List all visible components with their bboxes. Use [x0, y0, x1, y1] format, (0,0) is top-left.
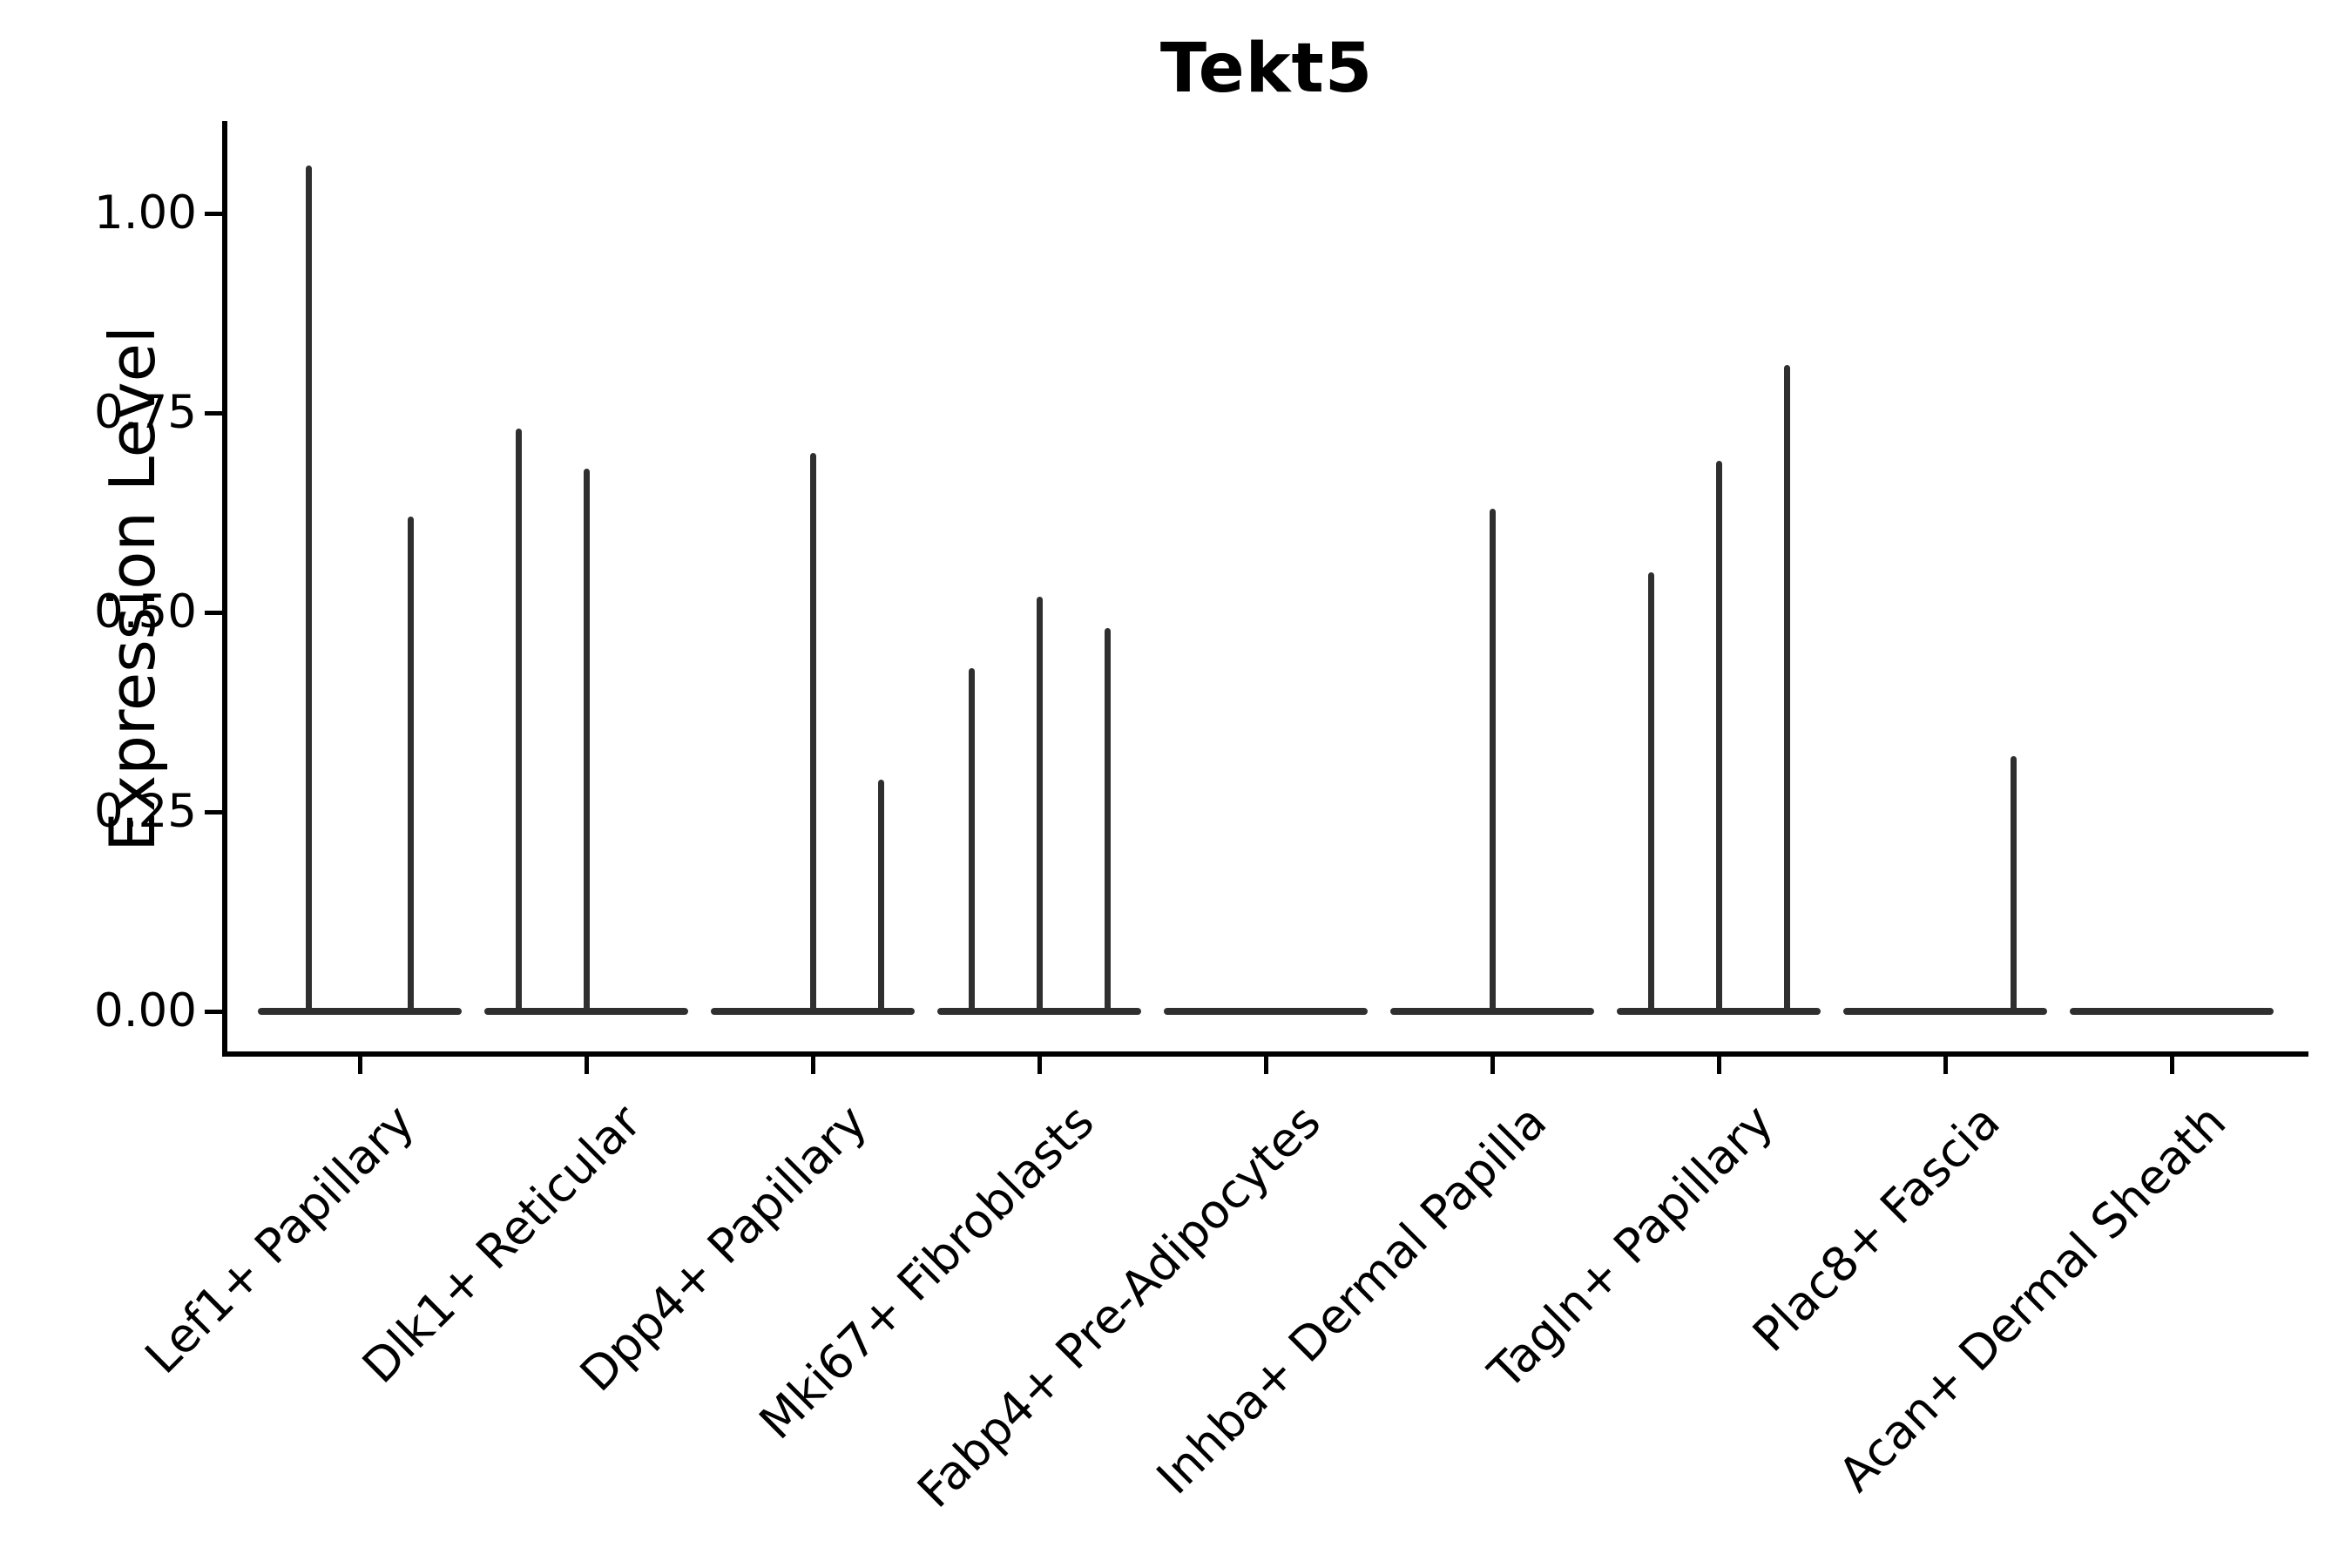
category-tick-label: Inhba+ Dermal Papilla [1146, 1094, 1558, 1505]
violin-spike [1647, 572, 1654, 1010]
violin-spike [2010, 755, 2017, 1010]
category-tick-label: Fabp4+ Pre-Adipocytes [906, 1094, 1331, 1518]
violin-spike [1783, 365, 1790, 1010]
violin-baseline [258, 1008, 462, 1015]
x-tick-mark [2169, 1057, 2174, 1074]
x-tick-mark [1263, 1057, 1268, 1074]
violin-spike [1036, 596, 1043, 1010]
violin-baseline [2070, 1008, 2274, 1015]
violin-spike [877, 780, 884, 1010]
x-tick-mark [1037, 1057, 1042, 1074]
category-tick-label: Acan+ Dermal Sheath [1828, 1094, 2237, 1503]
violin-spike [1715, 460, 1722, 1010]
violin-baseline [711, 1008, 915, 1015]
y-axis-spine [222, 121, 227, 1057]
violin-spike [515, 429, 522, 1010]
x-tick-mark [584, 1057, 589, 1074]
violin-baseline [1617, 1008, 1821, 1015]
y-tick-label: 0.50 [93, 585, 197, 639]
violin-baseline [1164, 1008, 1368, 1015]
violin-spike [408, 517, 414, 1010]
violin-spike [1489, 508, 1496, 1010]
x-tick-mark [1943, 1057, 1948, 1074]
y-tick-label: 0.00 [93, 984, 197, 1037]
x-tick-mark [357, 1057, 362, 1074]
y-tick-label: 0.25 [93, 785, 197, 838]
violin-spike [809, 452, 816, 1010]
x-tick-mark [1490, 1057, 1495, 1074]
violin-spike [968, 668, 975, 1010]
x-axis-spine [222, 1051, 2308, 1057]
violin-baseline [484, 1008, 688, 1015]
x-tick-mark [1716, 1057, 1721, 1074]
chart-title: Tekt5 [1159, 30, 1374, 108]
violin-spike [583, 469, 590, 1010]
y-tick-mark [205, 809, 222, 814]
y-tick-mark [205, 410, 222, 416]
y-tick-mark [205, 610, 222, 615]
y-tick-mark [205, 1009, 222, 1014]
y-tick-label: 0.75 [93, 386, 197, 439]
y-tick-mark [205, 211, 222, 216]
y-tick-label: 1.00 [93, 186, 197, 240]
violin-baseline [1390, 1008, 1594, 1015]
violin-baseline [937, 1008, 1141, 1015]
violin-spike [1104, 628, 1111, 1010]
violin-spike [306, 166, 312, 1010]
x-tick-mark [810, 1057, 815, 1074]
violin-baseline [1843, 1008, 2047, 1015]
